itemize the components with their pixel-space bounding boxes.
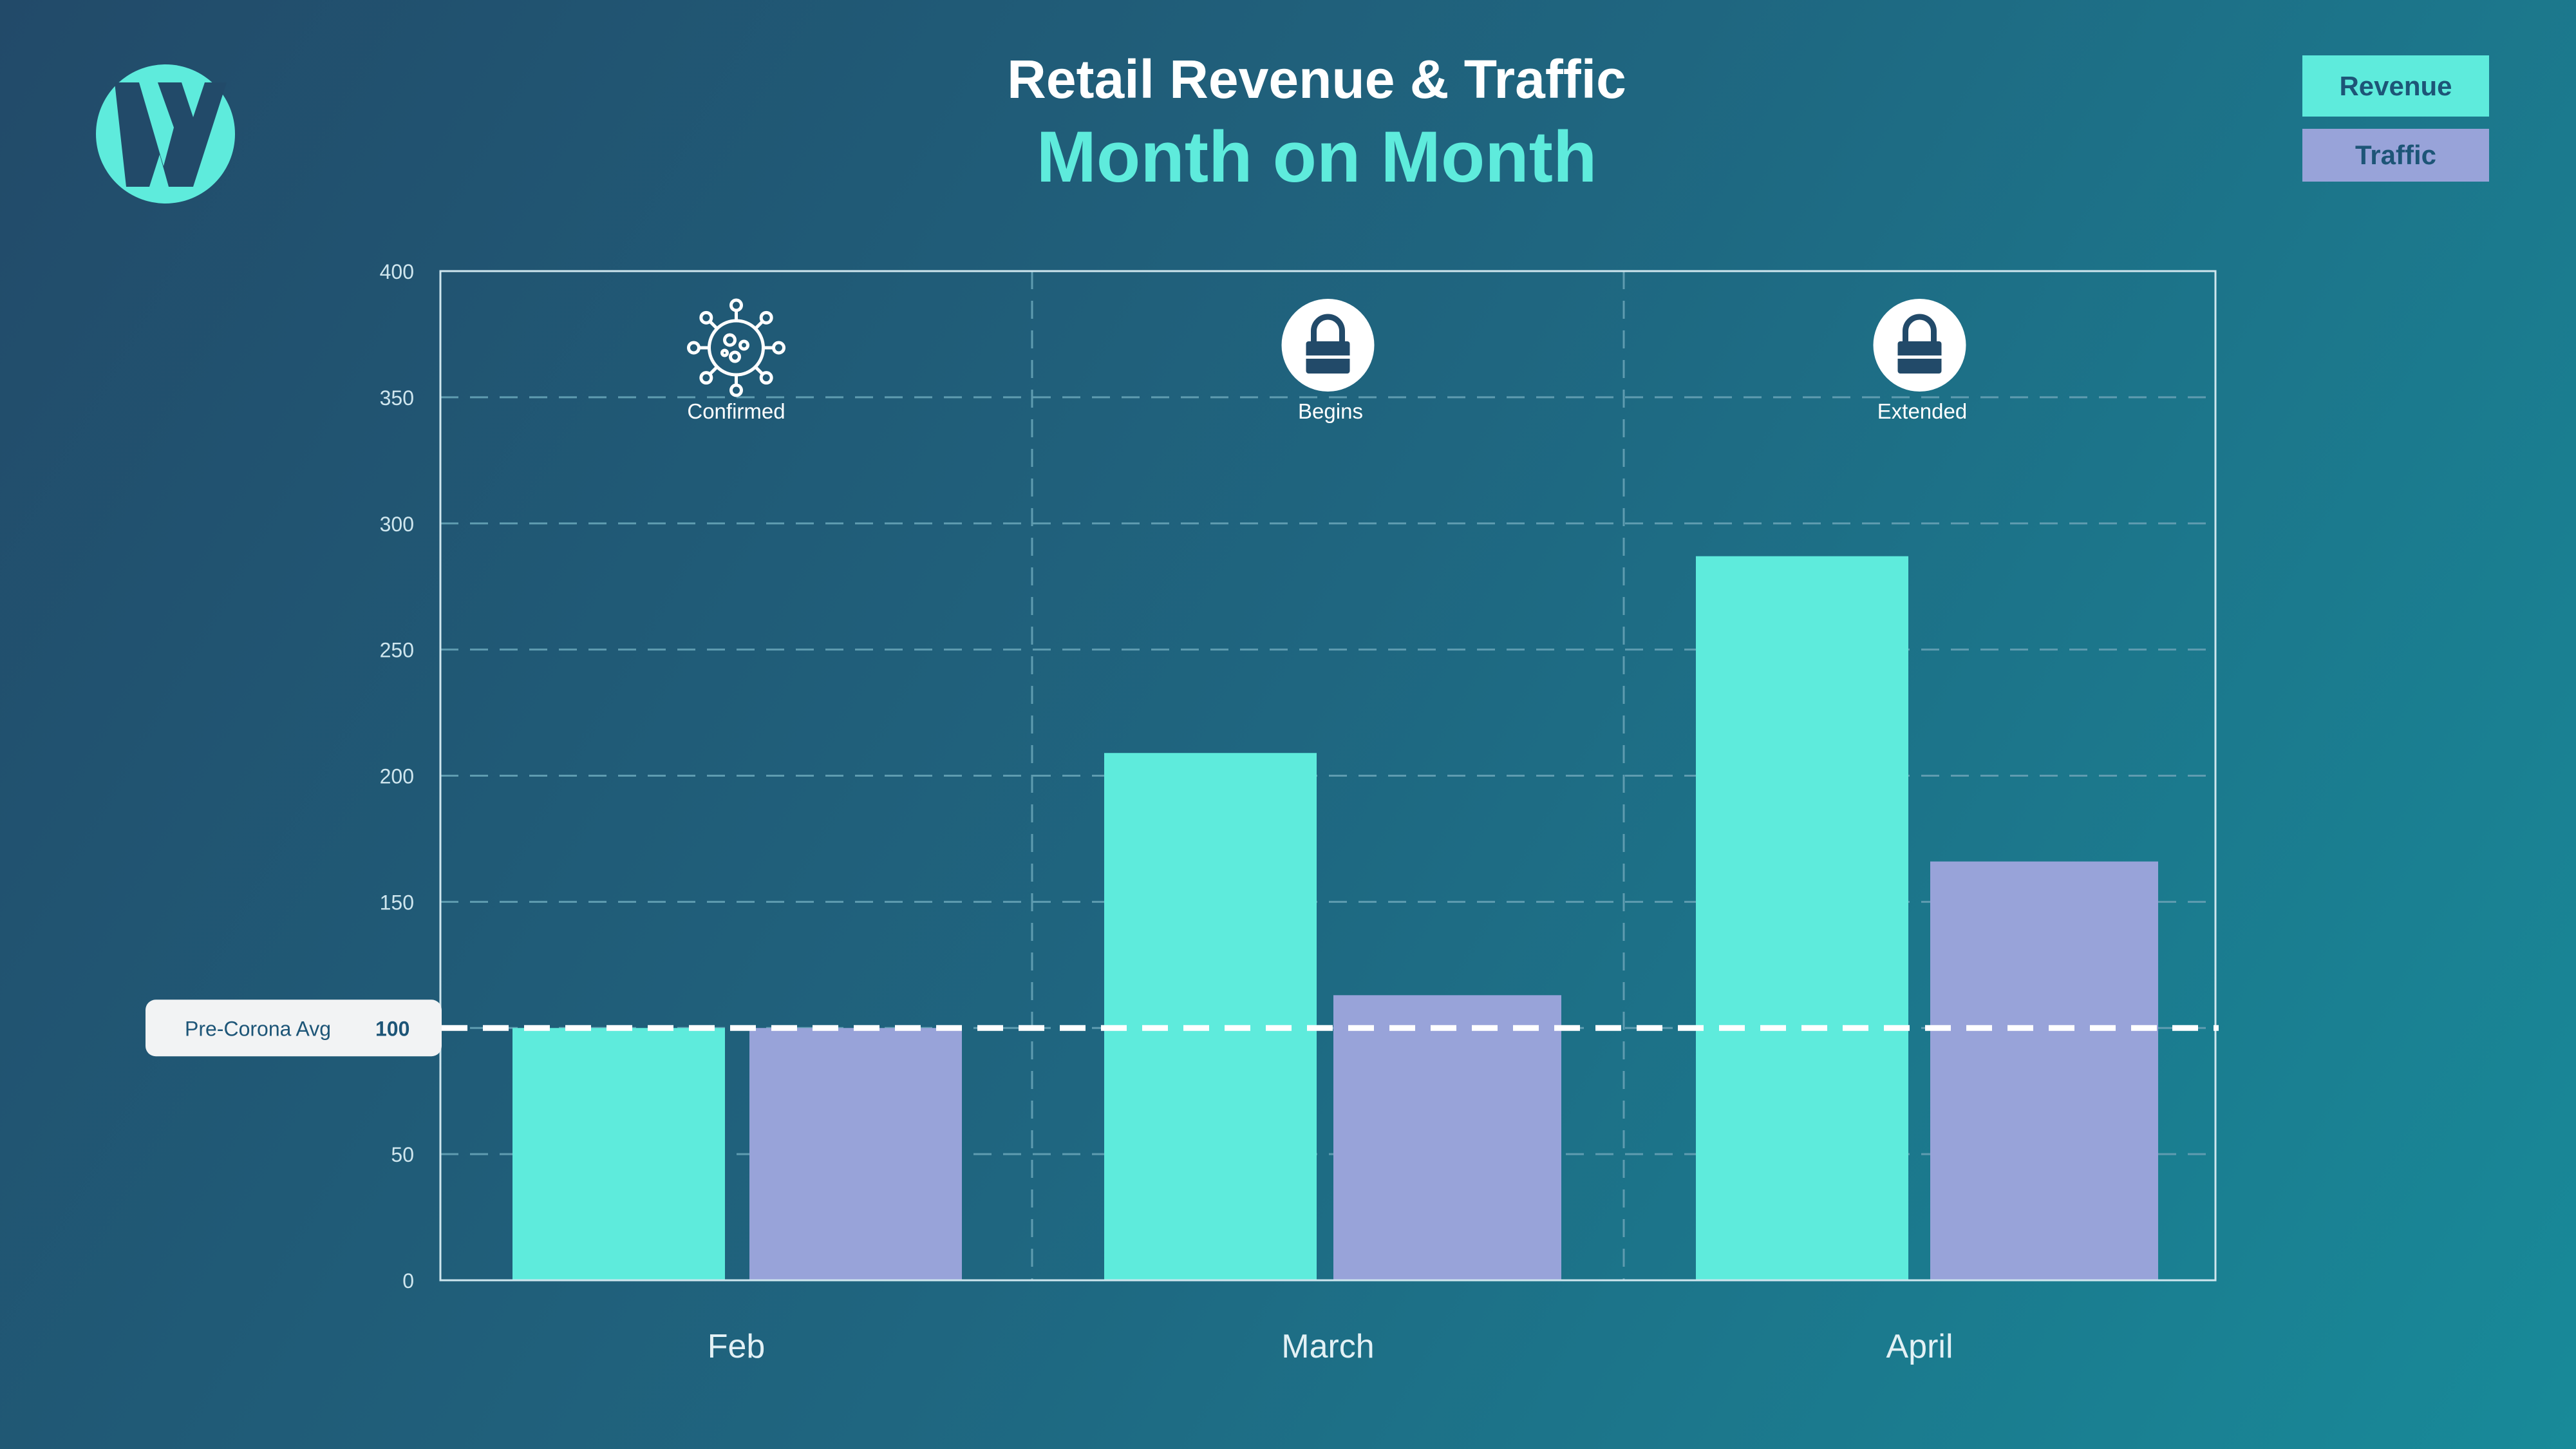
y-tick-label: 200 — [380, 765, 414, 788]
pre-corona-avg-value: 100 — [375, 1017, 409, 1040]
x-tick-label: April — [1886, 1328, 1953, 1365]
w-logo-icon — [96, 64, 235, 204]
y-tick-label: 250 — [380, 639, 414, 662]
bar-revenue-march — [1104, 753, 1317, 1280]
y-tick-label: 50 — [391, 1143, 414, 1166]
lock-icon — [1281, 299, 1375, 392]
chart-title: Retail Revenue & Traffic — [1007, 49, 1626, 109]
bar-revenue-april — [1696, 556, 1908, 1280]
event-label: Extended — [1877, 399, 1967, 423]
event-label: Begins — [1298, 399, 1363, 423]
bar-traffic-feb — [749, 1028, 962, 1280]
y-tick-label: 350 — [380, 386, 414, 410]
legend-item-traffic[interactable]: Traffic — [2355, 140, 2437, 170]
chart-subtitle: Month on Month — [1037, 117, 1597, 197]
legend-swatch-revenue — [2302, 55, 2489, 117]
legend-item-revenue[interactable]: Revenue — [2339, 70, 2452, 101]
bar-traffic-april — [1930, 861, 2158, 1280]
y-tick-label: 300 — [380, 513, 414, 536]
plot-frame — [439, 270, 2217, 1282]
y-tick-label: 150 — [380, 891, 414, 914]
x-tick-label: March — [1281, 1328, 1374, 1365]
x-tick-label: Feb — [708, 1328, 766, 1365]
pre-corona-avg-badge — [146, 999, 442, 1057]
bar-traffic-march — [1333, 995, 1561, 1280]
y-tick-label: 400 — [380, 260, 414, 283]
y-tick-label: 0 — [402, 1269, 414, 1293]
event-label: Confirmed — [687, 399, 785, 423]
legend-swatch-traffic — [2302, 129, 2489, 182]
lock-icon — [1873, 299, 1966, 392]
bar-revenue-feb — [512, 1028, 725, 1280]
virus-icon — [687, 298, 785, 397]
pre-corona-avg-label: Pre-Corona Avg — [185, 1017, 331, 1040]
